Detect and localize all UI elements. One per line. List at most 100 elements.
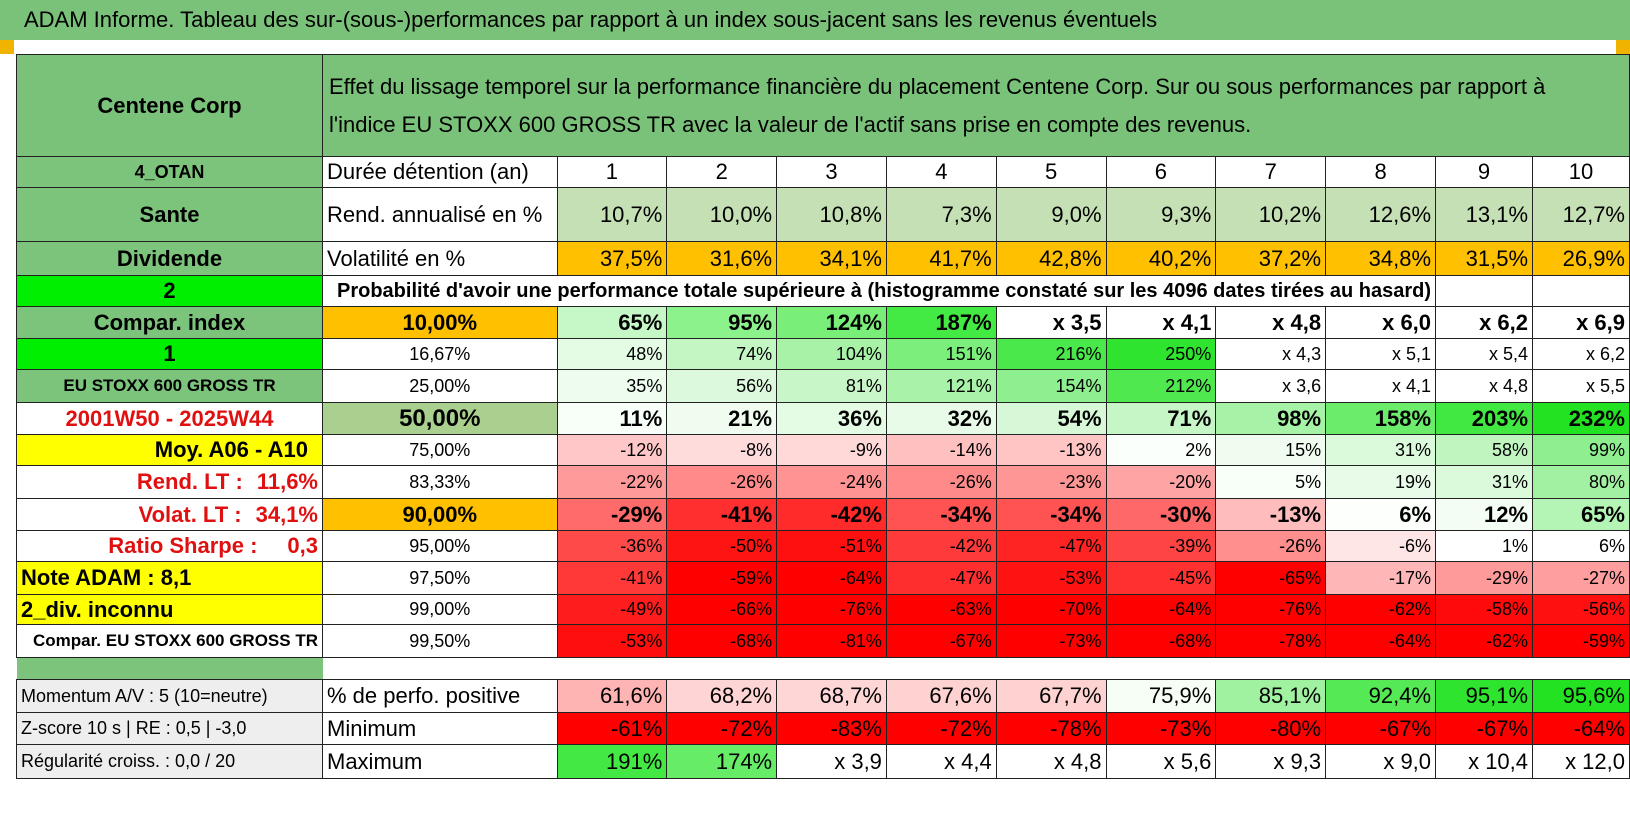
rend-lt: Rend. LT : 11,6% [16, 465, 323, 499]
prob-cell: 158% [1325, 402, 1437, 435]
prob-cell: -9% [776, 434, 887, 466]
rend-lt-label: Rend. LT : [136, 469, 243, 494]
year-cell: 1 [556, 156, 668, 188]
volat-cell: 41,7% [885, 241, 997, 276]
prob-cell: -81% [776, 624, 887, 658]
prob-cell: 154% [995, 369, 1107, 403]
prob-cell: -14% [885, 434, 997, 466]
prob-cell: 124% [776, 306, 887, 339]
volat-cell: 31,5% [1435, 241, 1534, 276]
prob-cell: 151% [885, 338, 997, 370]
prob-cell: -76% [776, 594, 887, 625]
prob-cell: 56% [666, 369, 778, 403]
prob-row: EU STOXX 600 GROSS TR 25,00% 35% 56% 81%… [16, 369, 1630, 403]
prob-cell: 31% [1435, 465, 1534, 499]
prob-cell: -59% [666, 561, 778, 595]
pos-cell: 68,7% [776, 679, 887, 713]
year-cell: 8 [1325, 156, 1437, 188]
prob-cell: 36% [776, 402, 887, 435]
prob-cell: 5% [1215, 465, 1327, 499]
prob-row: 2_div. inconnu 99,00% -49% -66% -76% -63… [16, 594, 1630, 625]
prob-cell: -26% [1215, 530, 1327, 562]
pos-cell: 75,9% [1105, 679, 1217, 713]
min-cell: -61% [556, 712, 668, 745]
prob-cell: -59% [1532, 624, 1630, 658]
compar-full-label: Compar. EU STOXX 600 GROSS TR [16, 624, 323, 658]
type-label: Dividende [16, 241, 323, 276]
prob-cell: -64% [1325, 624, 1437, 658]
window-title: ADAM Informe. Tableau des sur-(sous-)per… [0, 0, 1630, 40]
prob-cell: -26% [885, 465, 997, 499]
pos-cell: 92,4% [1325, 679, 1437, 713]
prob-cell: 212% [1105, 369, 1217, 403]
prob-cell: 250% [1105, 338, 1217, 370]
prob-cell: -36% [556, 530, 668, 562]
volat-row: Dividende Volatilité en % 37,5% 31,6% 34… [16, 241, 1630, 276]
prob-title-row: 2 Probabilité d'avoir une performance to… [16, 275, 1630, 307]
prob-cell: 187% [885, 306, 997, 339]
prob-pct: 90,00% [322, 498, 558, 531]
volat-label: Volatilité en % [322, 241, 558, 276]
prob-cell: -73% [995, 624, 1107, 658]
max-cell: x 10,4 [1435, 744, 1534, 779]
prob-cell: 6% [1532, 530, 1630, 562]
description: Effet du lissage temporel sur la perform… [322, 54, 1630, 157]
prob-row: Ratio Sharpe :0,3 95,00% -36% -50% -51% … [16, 530, 1630, 562]
prob-cell: 80% [1532, 465, 1630, 499]
prob-title: Probabilité d'avoir une performance tota… [321, 275, 1437, 307]
rend-cell: 12,7% [1532, 187, 1630, 242]
max-cell: x 4,4 [885, 744, 997, 779]
max-cell: 174% [666, 744, 778, 779]
description-line-1: Effet du lissage temporel sur la perform… [329, 73, 1546, 99]
performance-table: Centene Corp Effet du lissage temporel s… [16, 54, 1630, 779]
year-cell: 3 [776, 156, 887, 188]
note-label: Note ADAM : 8,1 [16, 561, 323, 595]
prob-cell: x 5,5 [1532, 369, 1630, 403]
prob-cell: x 6,0 [1325, 306, 1437, 339]
prob-cell: x 4,8 [1435, 369, 1534, 403]
prob-pct: 75,00% [322, 434, 558, 466]
choice-2-cell[interactable]: 2 [16, 275, 323, 307]
prob-cell: -78% [1215, 624, 1327, 658]
prob-row: Rend. LT : 11,6% 83,33% -22% -26% -24% -2… [16, 465, 1630, 499]
prob-cell: -41% [556, 561, 668, 595]
pos-cell: 68,2% [666, 679, 778, 713]
max-cell: 191% [556, 744, 668, 779]
rend-cell: 10,2% [1215, 187, 1327, 242]
prob-cell: -13% [1215, 498, 1327, 531]
prob-cell: -22% [556, 465, 668, 499]
prob-row: Moy. A06 - A10 75,00% -12% -8% -9% -14% … [16, 434, 1630, 466]
prob-cell: 232% [1532, 402, 1630, 435]
prob-cell: -65% [1215, 561, 1327, 595]
rend-cell: 9,0% [995, 187, 1107, 242]
prob-cell: 58% [1435, 434, 1534, 466]
prob-pct: 97,50% [322, 561, 558, 595]
prob-cell: -34% [885, 498, 997, 531]
pos-row: Momentum A/V : 5 (10=neutre) % de perfo.… [16, 679, 1630, 713]
year-cell: 4 [885, 156, 997, 188]
code-label: 4_OTAN [16, 156, 323, 188]
prob-cell: -20% [1105, 465, 1217, 499]
spacer-row [16, 657, 1630, 680]
min-row: Z-score 10 s | RE : 0,5 | -3,0 Minimum -… [16, 712, 1630, 745]
header-row: Centene Corp Effet du lissage temporel s… [16, 54, 1630, 157]
prob-cell: 74% [666, 338, 778, 370]
prob-cell: 216% [995, 338, 1107, 370]
prob-cell: -50% [666, 530, 778, 562]
max-cell: x 9,0 [1325, 744, 1437, 779]
volat-cell: 37,5% [556, 241, 668, 276]
rend-cell: 10,7% [556, 187, 668, 242]
right-orange-marker [1616, 40, 1630, 54]
max-label: Maximum [322, 744, 558, 779]
prob-row: Volat. LT : 34,1% 90,00% -29% -41% -42% -… [16, 498, 1630, 531]
min-cell: -72% [666, 712, 778, 745]
min-label: Minimum [322, 712, 558, 745]
prob-cell: -42% [776, 498, 887, 531]
prob-cell: -51% [776, 530, 887, 562]
max-row: Régularité croiss. : 0,0 / 20 Maximum 19… [16, 744, 1630, 779]
prob-cell: -70% [995, 594, 1107, 625]
rend-cell: 10,0% [666, 187, 778, 242]
choice-1-cell[interactable]: 1 [16, 338, 323, 370]
empty-cell [1532, 275, 1630, 307]
prob-row: Compar. index 10,00% 65% 95% 124% 187% x… [16, 306, 1630, 339]
